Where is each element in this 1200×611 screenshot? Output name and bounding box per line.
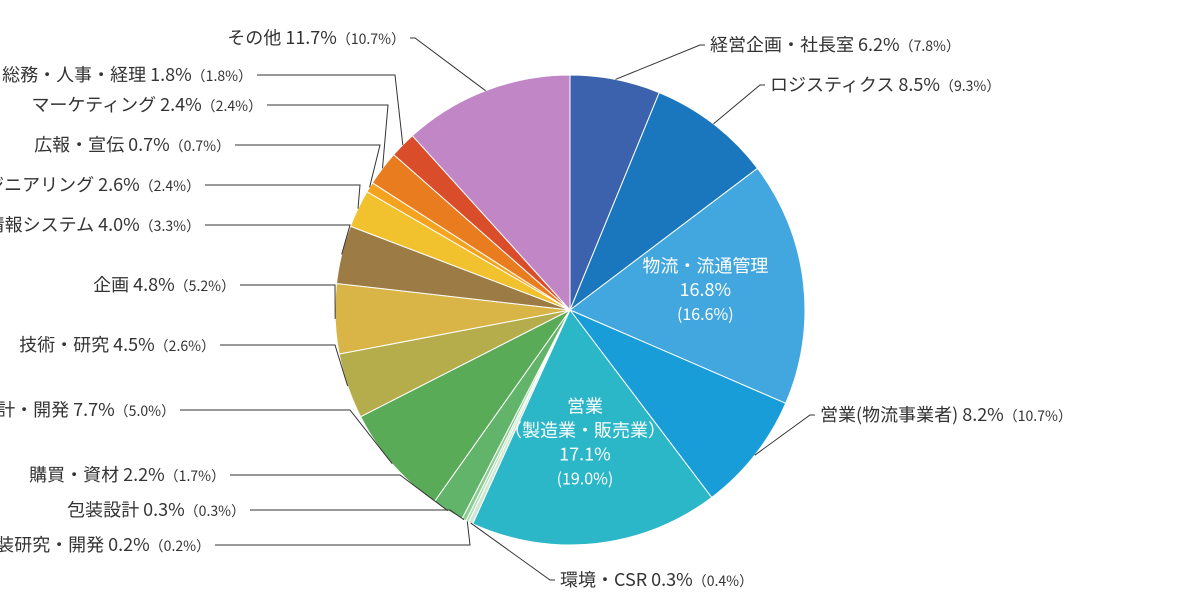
leader-line — [235, 145, 380, 187]
leader-line — [215, 521, 470, 545]
slice-label: 環境・CSR 0.3%（0.4%） — [560, 566, 753, 592]
leader-line — [267, 105, 388, 168]
slice-label: 経営企画・社長室 6.2%（7.8%） — [710, 31, 960, 57]
slice-label: 包装設計 0.3%（0.3%） — [67, 496, 245, 522]
leader-line — [410, 38, 486, 91]
slice-label: 広報・宣伝 0.7%（0.7%） — [34, 131, 230, 157]
slice-label: 営業(物流事業者) 8.2%（10.7%） — [820, 401, 1072, 427]
slice-inner-label: （製造業・販売業） — [504, 416, 666, 442]
leader-line — [250, 510, 464, 520]
slice-label: エンジニアリング 2.6%（2.4%） — [0, 171, 200, 197]
slice-label: 包装研究・開発 0.2%（0.2%） — [0, 531, 210, 557]
slice-label: その他 11.7%（10.7%） — [227, 24, 405, 50]
leader-line — [205, 225, 350, 254]
slice-inner-label: 17.1% — [559, 440, 611, 466]
leader-line — [713, 85, 765, 124]
slice-inner-label: 16.8% — [680, 276, 732, 302]
slice-inner-label: 営業 — [567, 392, 603, 418]
slice-label: 情報システム 4.0%（3.3%） — [0, 211, 200, 237]
slice-label: 技術・研究 4.5%（2.6%） — [19, 331, 215, 357]
slice-label: ロジスティクス 8.5%（9.3%） — [770, 71, 1000, 97]
slice-label: 企画 4.8%（5.2%） — [93, 271, 235, 297]
leader-line — [615, 45, 705, 79]
leader-line — [205, 185, 360, 209]
slice-label: 総務・人事・経理 1.8%（1.8%） — [2, 61, 252, 87]
leader-line — [257, 75, 403, 145]
leader-line — [220, 345, 348, 386]
slice-label: 生産・設計・開発 7.7%（5.0%） — [0, 396, 175, 422]
slice-inner-label: 物流・流通管理 — [642, 252, 768, 278]
slice-label: 購買・資材 2.2%（1.7%） — [29, 461, 225, 487]
slice-inner-label: (19.0%) — [557, 465, 614, 489]
leader-line — [240, 285, 335, 319]
slice-label: マーケティング 2.4%（2.4%） — [32, 91, 262, 117]
pie-chart: 物流・流通管理16.8%(16.6%) 営業（製造業・販売業）17.1%(19.0… — [0, 0, 1200, 611]
slice-inner-label: (16.6%) — [677, 301, 734, 325]
leader-line — [180, 410, 392, 464]
